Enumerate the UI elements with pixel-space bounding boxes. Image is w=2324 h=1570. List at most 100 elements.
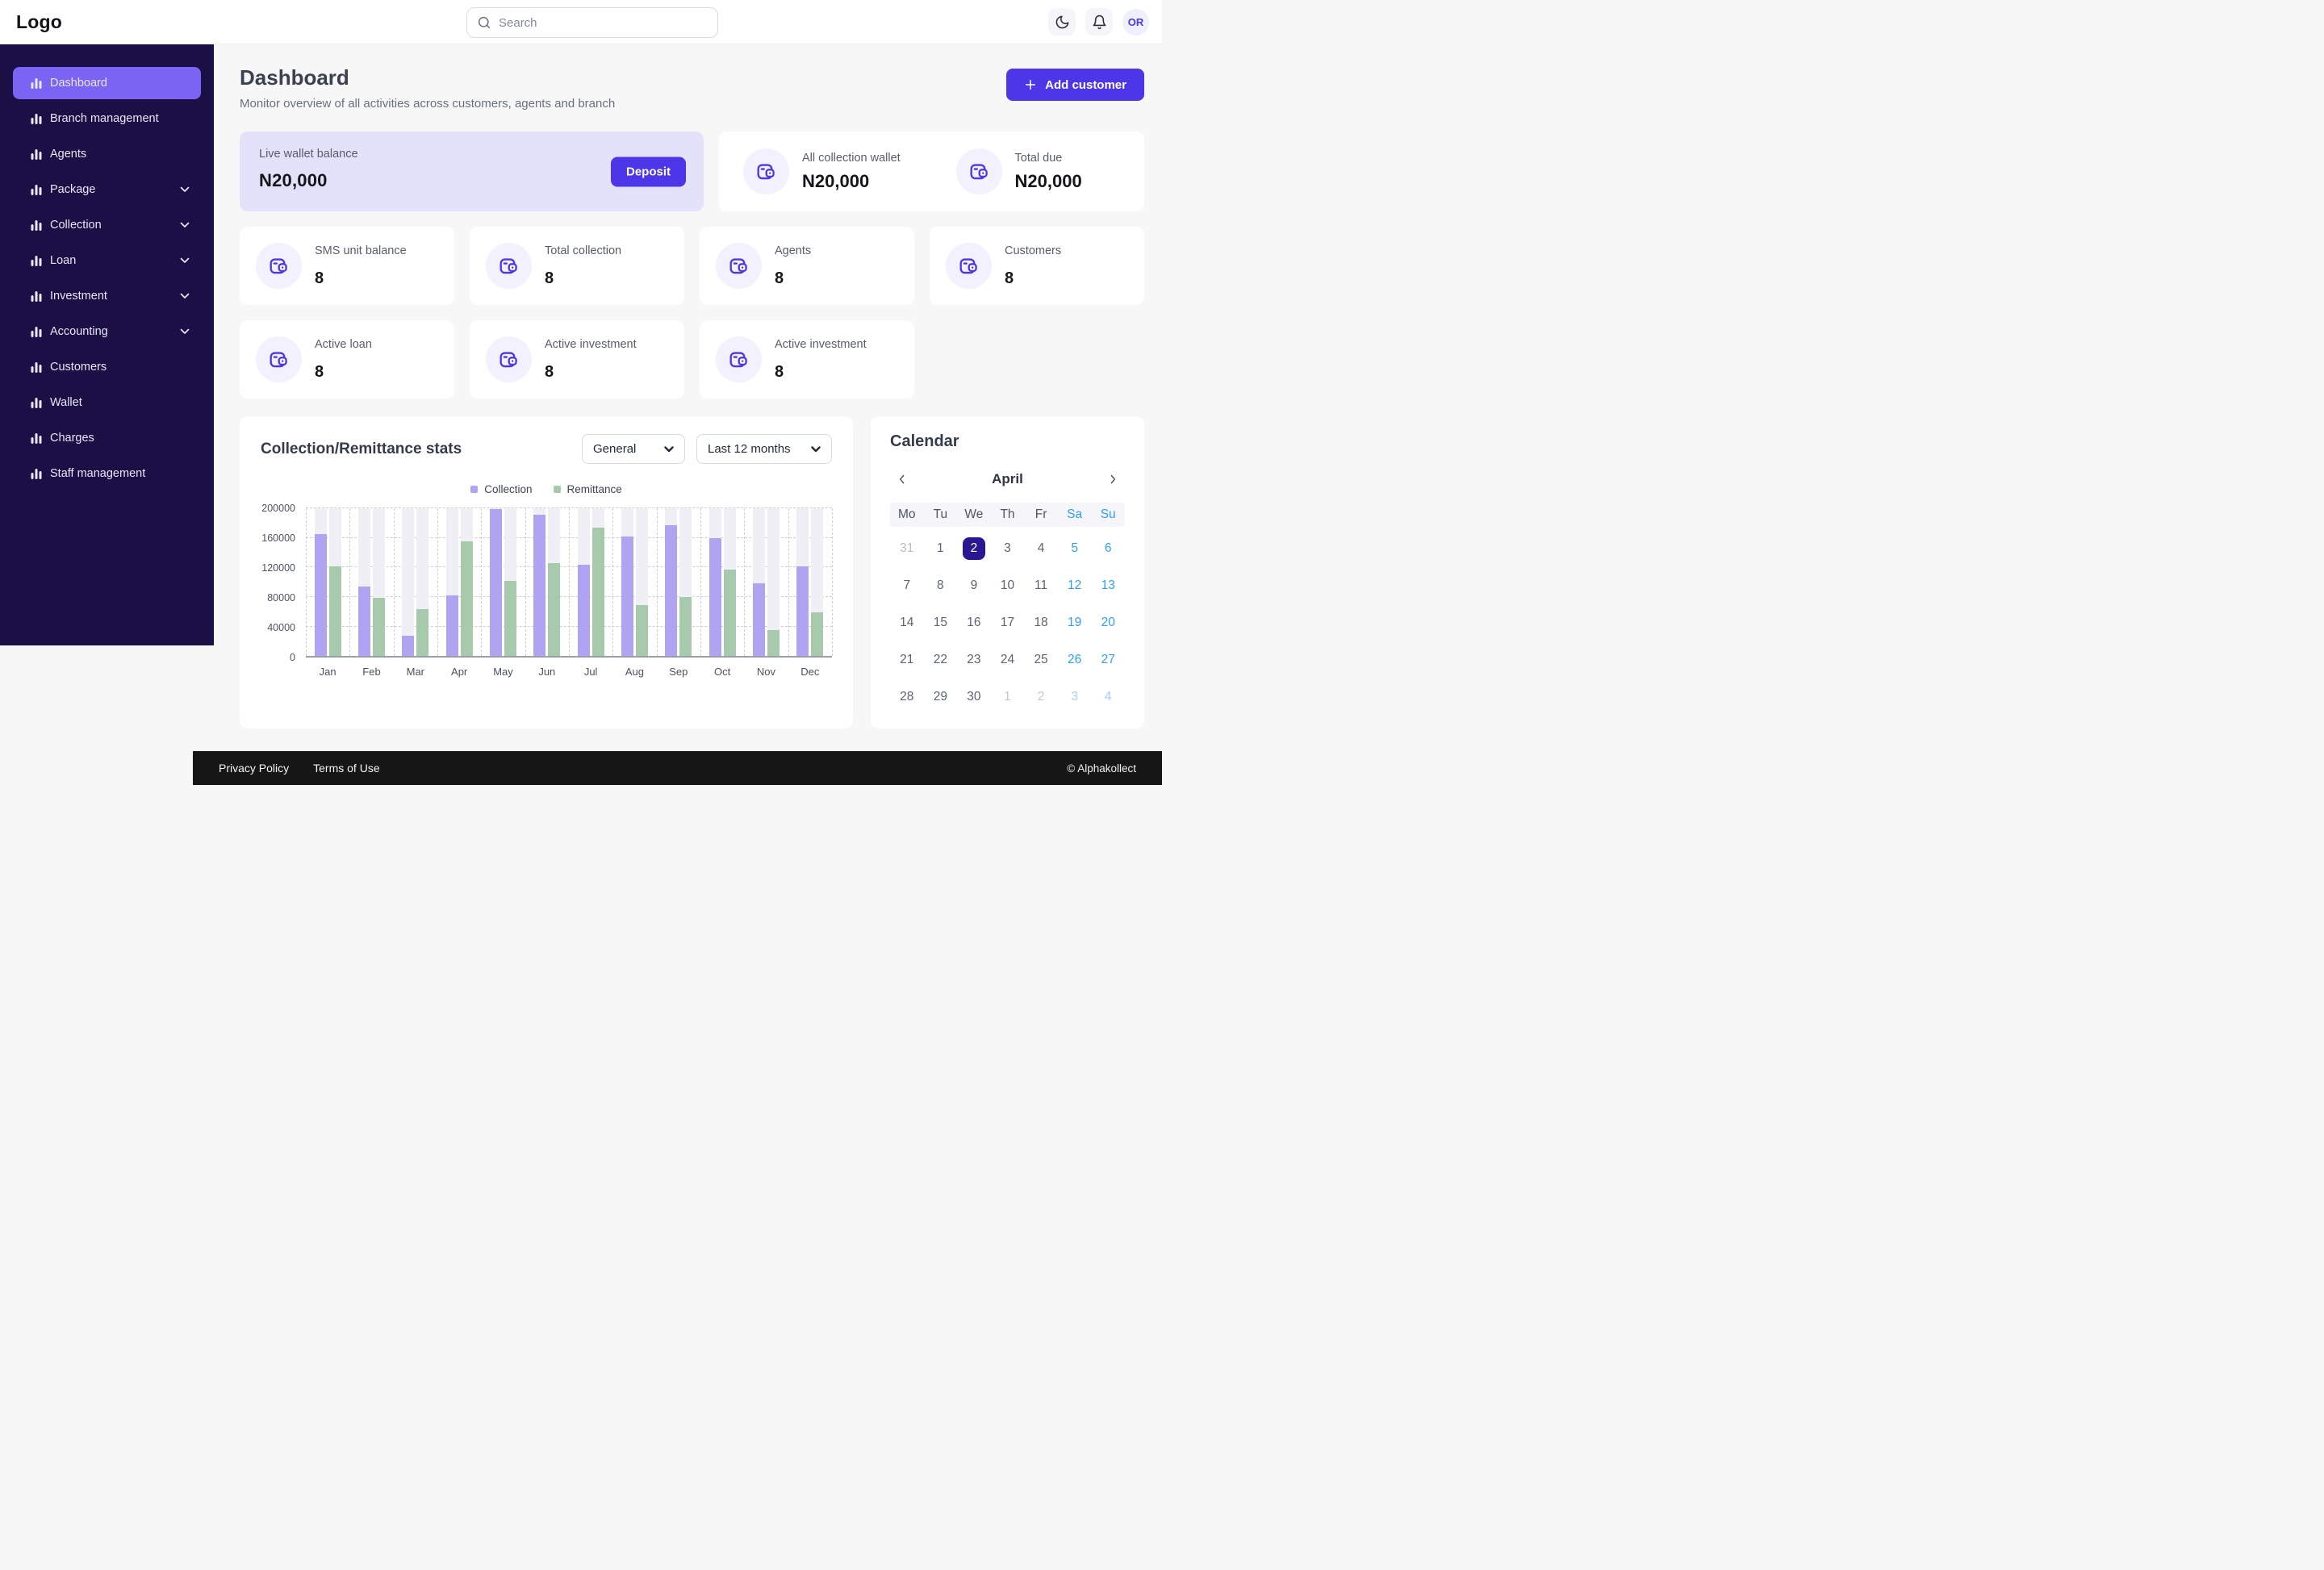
stat-label: Agents [775, 244, 812, 257]
user-avatar[interactable]: OR [1122, 8, 1149, 35]
bar-track [489, 508, 502, 657]
gridline-vertical [744, 508, 746, 657]
gridline-vertical [569, 508, 570, 657]
wallet-icon [256, 336, 302, 383]
sidebar-item-label: Loan [50, 254, 77, 267]
bar-track [372, 508, 385, 657]
calendar-day-19[interactable]: 19 [1068, 616, 1082, 630]
wallet-icon [716, 336, 762, 383]
calendar-day-31[interactable]: 31 [900, 541, 914, 556]
stat-card-active-loan: Active loan 8 [240, 320, 454, 399]
sidebar-item-agents[interactable]: Agents [13, 138, 201, 170]
sidebar-item-package[interactable]: Package [13, 173, 201, 206]
calendar-day-12[interactable]: 12 [1068, 578, 1082, 593]
search-box[interactable] [466, 7, 718, 38]
bar-group-apr [437, 508, 481, 657]
summary-label: Total due [1014, 151, 1063, 165]
calendar-day-4[interactable]: 4 [1037, 541, 1045, 556]
calendar-day-14[interactable]: 14 [900, 616, 914, 630]
chart-filter-general[interactable]: General [582, 434, 685, 465]
calendar-card: Calendar April Mo Tu We Th Fr Sa Su 31 1 2 3 4 5 6 7 8… [871, 416, 1144, 729]
sidebar-item-charges[interactable]: Charges [13, 422, 201, 454]
calendar-day-30[interactable]: 30 [967, 690, 981, 704]
wallet-icon [946, 243, 992, 290]
calendar-day-2[interactable]: 2 [1037, 690, 1045, 704]
bar-track [504, 508, 516, 657]
calendar-day-22[interactable]: 22 [933, 653, 947, 667]
bar-chart-icon [29, 218, 44, 232]
stat-value: 8 [545, 269, 554, 287]
bar-track [314, 508, 327, 657]
calendar-day-20[interactable]: 20 [1101, 616, 1115, 630]
dark-mode-button[interactable] [1048, 8, 1076, 35]
calendar-day-9[interactable]: 9 [970, 578, 978, 593]
notifications-button[interactable] [1085, 8, 1113, 35]
calendar-day-16[interactable]: 16 [967, 616, 981, 630]
calendar-day-24[interactable]: 24 [1000, 653, 1015, 667]
day-header-mo: Mo [898, 507, 916, 522]
calendar-day-1[interactable]: 1 [1004, 690, 1011, 704]
add-customer-button[interactable]: Add customer [1006, 69, 1144, 101]
day-header-su: Su [1100, 507, 1116, 522]
calendar-day-26[interactable]: 26 [1068, 653, 1082, 667]
live-wallet-card: Live wallet balance N20,000 Deposit [240, 132, 704, 212]
calendar-day-29[interactable]: 29 [933, 690, 947, 704]
calendar-day-18[interactable]: 18 [1034, 616, 1048, 630]
calendar-day-13[interactable]: 13 [1101, 578, 1115, 593]
footer-link-terms-of-use[interactable]: Terms of Use [313, 762, 380, 775]
y-tick-label: 0 [290, 652, 295, 664]
bar-track [665, 508, 678, 657]
calendar-grid: 31 1 2 3 4 5 6 7 8 9 10 11 12 13 14 15 16 17 18 19 20 21 22 23 2… [890, 530, 1125, 716]
deposit-button[interactable]: Deposit [610, 157, 686, 187]
sidebar-item-branch-management[interactable]: Branch management [13, 102, 201, 135]
bar-group-jan [306, 508, 349, 657]
calendar-day-21[interactable]: 21 [900, 653, 914, 667]
calendar-day-23[interactable]: 23 [967, 653, 981, 667]
calendar-prev-button[interactable] [893, 470, 911, 488]
calendar-day-3[interactable]: 3 [1071, 690, 1078, 704]
bar-track [635, 508, 648, 657]
chart-filter-period[interactable]: Last 12 months [696, 434, 832, 465]
calendar-day-11[interactable]: 11 [1035, 578, 1048, 593]
bar-track [357, 508, 370, 657]
sidebar-item-dashboard[interactable]: Dashboard [13, 67, 201, 99]
calendar-title: Calendar [890, 432, 959, 451]
top-bar: Logo OR [0, 0, 1162, 44]
chevron-down-icon [180, 186, 190, 193]
calendar-day-25[interactable]: 25 [1034, 653, 1048, 667]
y-tick-label: 80000 [267, 592, 295, 604]
collection-bar-mar [402, 636, 415, 657]
sidebar-item-loan[interactable]: Loan [13, 244, 201, 277]
sidebar-item-customers[interactable]: Customers [13, 351, 201, 383]
sidebar-item-staff-management[interactable]: Staff management [13, 457, 201, 490]
calendar-day-7[interactable]: 7 [903, 578, 911, 593]
collection-bar-apr [445, 595, 458, 657]
sidebar-item-collection[interactable]: Collection [13, 209, 201, 241]
calendar-day-27[interactable]: 27 [1101, 653, 1115, 667]
calendar-next-button[interactable] [1104, 470, 1122, 488]
calendar-day-5[interactable]: 5 [1071, 541, 1078, 556]
sidebar-item-label: Wallet [50, 396, 82, 409]
calendar-day-28[interactable]: 28 [900, 690, 914, 704]
calendar-day-17[interactable]: 17 [1000, 616, 1015, 630]
calendar-day-1[interactable]: 1 [937, 541, 944, 556]
summary-value: N20,000 [1014, 170, 1082, 191]
calendar-day-3[interactable]: 3 [1004, 541, 1011, 556]
calendar-day-10[interactable]: 10 [1000, 578, 1015, 593]
bar-track [591, 508, 604, 657]
wallet-summary-all-collection-wallet: All collection wallet N20,000 [719, 148, 932, 195]
search-input[interactable] [499, 15, 708, 30]
sidebar-item-investment[interactable]: Investment [13, 280, 201, 312]
bar-group-jul [569, 508, 612, 657]
bar-group-jun [525, 508, 569, 657]
calendar-day-6[interactable]: 6 [1104, 541, 1112, 556]
collection-bar-jun [533, 514, 546, 657]
bar-chart-icon [29, 360, 44, 374]
calendar-day-8[interactable]: 8 [937, 578, 944, 593]
sidebar-item-accounting[interactable]: Accounting [13, 315, 201, 348]
calendar-day-2-selected[interactable]: 2 [957, 530, 991, 567]
sidebar-item-wallet[interactable]: Wallet [13, 386, 201, 419]
calendar-day-15[interactable]: 15 [933, 616, 947, 630]
calendar-day-4[interactable]: 4 [1104, 690, 1112, 704]
footer-link-privacy-policy[interactable]: Privacy Policy [219, 762, 290, 775]
